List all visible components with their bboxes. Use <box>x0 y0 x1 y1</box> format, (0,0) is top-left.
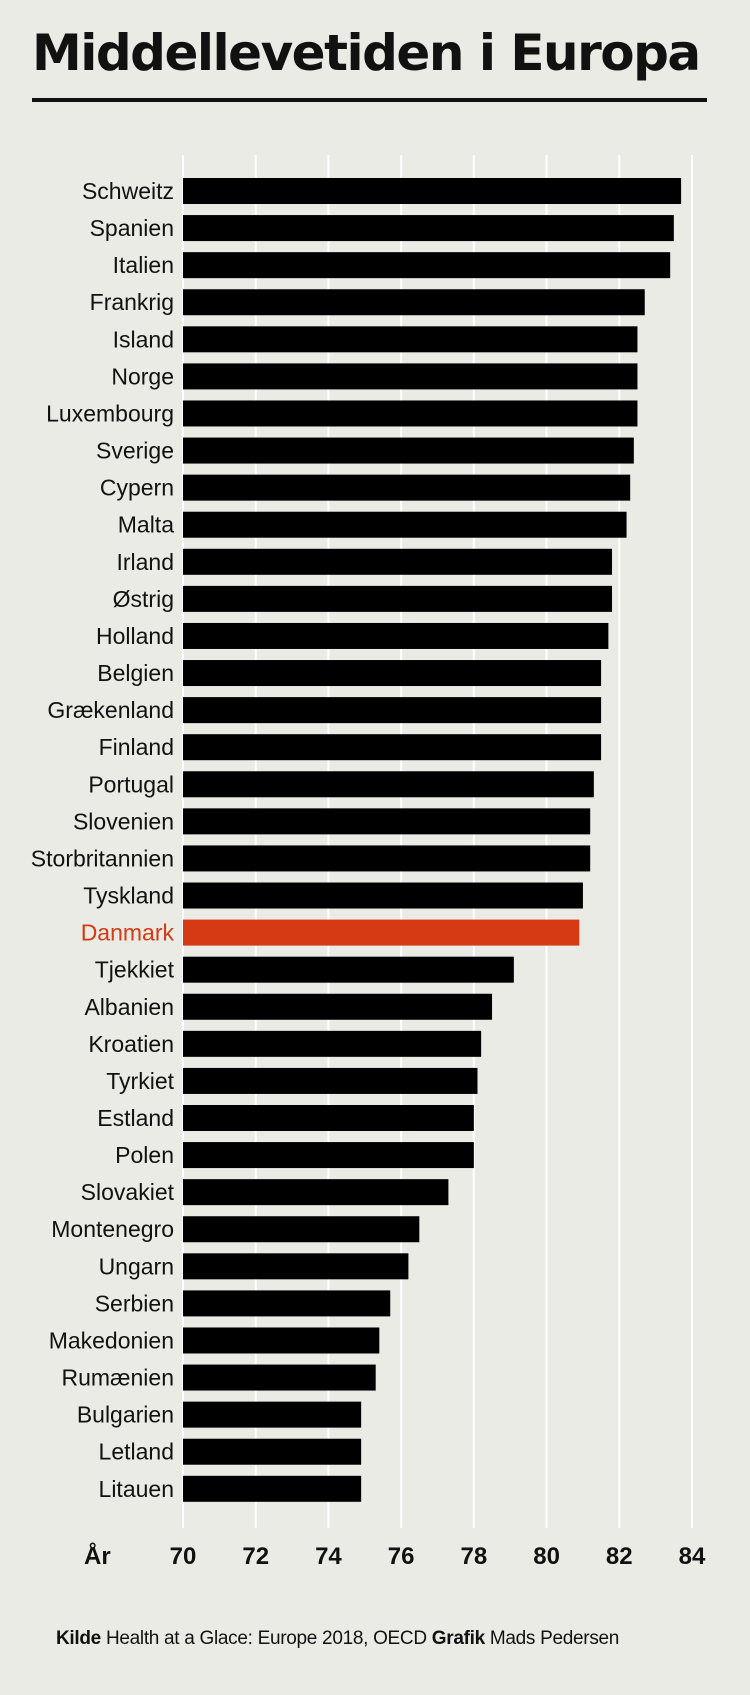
bar <box>183 1142 474 1169</box>
category-label: Slovenien <box>73 808 174 834</box>
chart-title: Middellevetiden i Europa <box>32 24 701 82</box>
bar <box>183 1105 474 1131</box>
category-label: Kroatien <box>88 1031 174 1057</box>
bar <box>183 1364 376 1391</box>
category-label: Letland <box>99 1439 174 1465</box>
bar <box>183 882 583 909</box>
source-footer: Kilde Health at a Glace: Europe 2018, OE… <box>56 1628 619 1650</box>
x-tick-label: 70 <box>170 1543 197 1570</box>
bar <box>183 697 602 724</box>
bar <box>183 437 634 464</box>
bar <box>183 1327 380 1354</box>
category-label: Spanien <box>90 215 174 241</box>
category-label: Tyrkiet <box>106 1068 174 1094</box>
bar <box>183 1438 362 1465</box>
bar <box>183 993 493 1020</box>
bar-chart: Schweitz Spanien Italien Frankrig Island Norg… <box>31 155 706 1570</box>
bar <box>183 548 613 575</box>
bar <box>183 326 638 353</box>
bar <box>183 660 602 687</box>
title-divider <box>32 98 707 102</box>
bar <box>183 1030 482 1057</box>
category-label: Cypern <box>100 475 174 501</box>
category-label: Polen <box>115 1142 174 1168</box>
category-label: Schweitz <box>82 178 174 204</box>
bar <box>183 474 631 501</box>
bar <box>183 1067 478 1094</box>
category-label: Luxembourg <box>46 400 174 426</box>
source-text: Health at a Glace: Europe 2018, OECD <box>105 1628 427 1649</box>
category-label: Rumænien <box>62 1365 175 1391</box>
category-label: Litauen <box>99 1476 174 1502</box>
bar <box>183 363 638 390</box>
bar <box>183 1290 391 1317</box>
x-tick-label: 82 <box>606 1543 633 1570</box>
source-label: Kilde <box>56 1628 101 1649</box>
category-label: Tjekkiet <box>95 957 175 983</box>
x-tick-label: 80 <box>533 1543 560 1570</box>
category-label: Albanien <box>84 994 174 1020</box>
category-label: Makedonien <box>49 1327 174 1353</box>
category-label: Montenegro <box>51 1216 174 1242</box>
x-axis-label: År <box>84 1542 111 1570</box>
x-tick-label: 74 <box>315 1543 342 1570</box>
category-label: Irland <box>116 549 174 575</box>
category-label: Slovakiet <box>81 1179 175 1205</box>
category-label: Sverige <box>96 438 174 464</box>
bar <box>183 1179 449 1206</box>
category-label: Portugal <box>88 771 174 797</box>
category-label: Italien <box>113 252 174 278</box>
bar <box>183 734 602 761</box>
category-label: Estland <box>97 1105 174 1131</box>
bar <box>183 1475 362 1502</box>
bar <box>183 1216 420 1243</box>
bar <box>183 845 591 872</box>
bar <box>183 771 594 798</box>
bar <box>183 808 591 835</box>
bar <box>183 215 674 242</box>
category-label: Finland <box>99 734 174 760</box>
category-label: Tyskland <box>83 883 174 909</box>
bar <box>183 622 609 649</box>
bar <box>183 511 627 538</box>
bar <box>183 919 580 946</box>
category-label: Norge <box>111 363 174 389</box>
category-label: Ungarn <box>99 1253 174 1279</box>
x-tick-label: 84 <box>679 1543 706 1570</box>
x-tick-label: 76 <box>388 1543 415 1570</box>
category-label: Østrig <box>113 586 174 612</box>
bar <box>183 289 645 316</box>
category-label: Serbien <box>95 1290 174 1316</box>
category-label: Storbritannien <box>31 845 174 871</box>
bar <box>183 1401 362 1428</box>
category-label: Holland <box>96 623 174 649</box>
graphic-label: Grafik <box>431 1628 485 1649</box>
x-tick-label: 72 <box>242 1543 269 1570</box>
category-label: Island <box>113 326 174 352</box>
category-label: Danmark <box>81 920 175 946</box>
bar <box>183 956 514 983</box>
category-label: Belgien <box>97 660 174 686</box>
bar <box>183 178 682 204</box>
graphic-text: Mads Pedersen <box>489 1628 620 1649</box>
category-label: Frankrig <box>90 289 174 315</box>
category-label: Bulgarien <box>77 1402 174 1428</box>
category-label: Malta <box>118 512 174 538</box>
x-tick-label: 78 <box>461 1543 488 1570</box>
bar <box>183 585 613 612</box>
bar <box>183 400 638 427</box>
bar <box>183 1253 409 1280</box>
category-label: Grækenland <box>47 697 174 723</box>
bar <box>183 252 671 279</box>
